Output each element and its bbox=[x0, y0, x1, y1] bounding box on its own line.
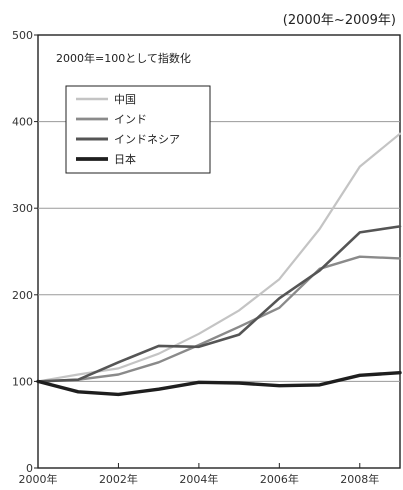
period-label: (2000年~2009年) bbox=[283, 13, 396, 28]
y-axis: 0 100 200 300 400 500 bbox=[12, 29, 38, 475]
x-tick-label-2008: 2008年 bbox=[340, 472, 379, 486]
series-line-3 bbox=[36, 371, 402, 397]
legend-label-1: インド bbox=[114, 113, 147, 126]
y-tick-label-0: 0 bbox=[26, 462, 33, 475]
series-line-2 bbox=[36, 225, 402, 383]
x-tick-label-2000: 2000年 bbox=[19, 472, 58, 486]
x-tick-label-2002: 2002年 bbox=[99, 472, 138, 486]
index-note: 2000年=100として指数化 bbox=[56, 51, 191, 65]
plot-frame bbox=[37, 34, 401, 469]
y-tick-label-100: 100 bbox=[12, 375, 33, 388]
x-tick-label-2004: 2004年 bbox=[179, 472, 218, 486]
legend-label-2: インドネシア bbox=[114, 133, 180, 146]
legend-label-0: 中国 bbox=[114, 93, 136, 106]
y-tick-label-200: 200 bbox=[12, 289, 33, 302]
x-tick-label-2006: 2006年 bbox=[260, 472, 299, 486]
legend-label-3: 日本 bbox=[114, 152, 136, 166]
y-tick-label-500: 500 bbox=[12, 29, 33, 42]
y-tick-label-400: 400 bbox=[12, 116, 33, 129]
y-tick-label-300: 300 bbox=[12, 202, 33, 215]
x-axis: 2000年 2002年 2004年 2006年 2008年 bbox=[19, 463, 379, 486]
series-line-1 bbox=[36, 255, 402, 383]
series-group bbox=[36, 132, 402, 397]
